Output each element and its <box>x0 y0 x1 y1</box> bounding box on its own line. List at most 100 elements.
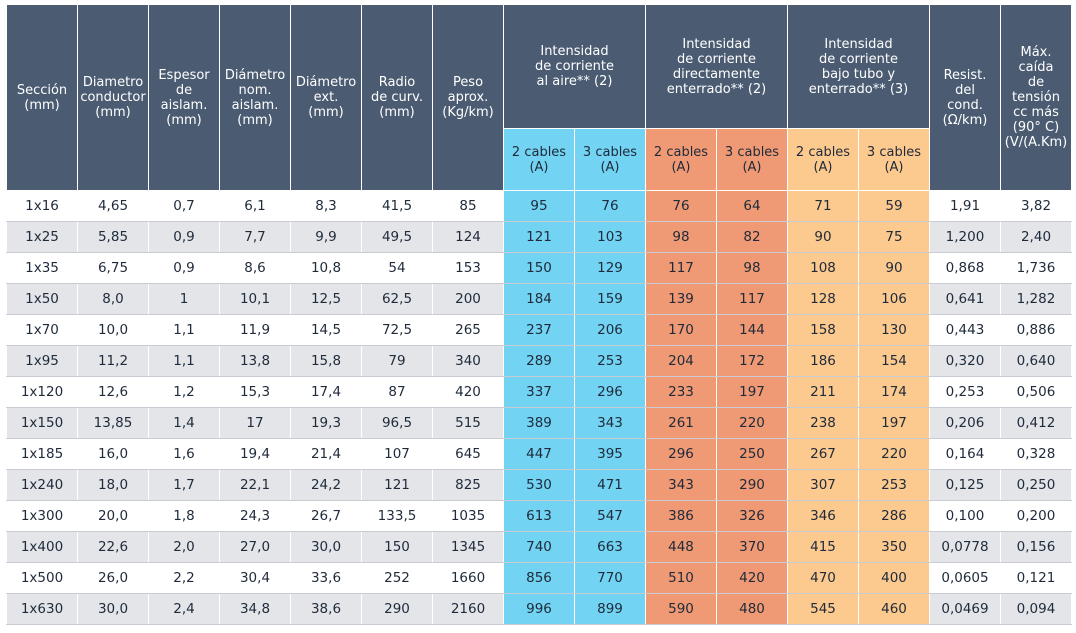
cell-enterrado-3: 480 <box>716 593 788 625</box>
cell-aire-2: 121 <box>503 221 575 253</box>
cell-enterrado-3: 420 <box>716 562 788 594</box>
cell-tubo-3: 130 <box>858 314 930 346</box>
cell-diametro-nom: 34,8 <box>219 593 291 625</box>
cell-radio: 49,5 <box>361 221 433 253</box>
cell-diametro-conductor: 6,75 <box>77 252 149 284</box>
cell-resist: 0,443 <box>929 314 1001 346</box>
cell-radio: 41,5 <box>361 190 433 222</box>
cell-enterrado-3: 220 <box>716 407 788 439</box>
subheader-tubo-2-cables: 2 cables (A) <box>787 128 859 191</box>
cell-espesor: 1,8 <box>148 500 220 532</box>
header-max-caida-tension: Máx. caída de tensión cc más (90° C) (V/… <box>1000 4 1072 191</box>
cell-tubo-3: 220 <box>858 438 930 470</box>
cell-tubo-3: 400 <box>858 562 930 594</box>
cell-radio: 252 <box>361 562 433 594</box>
cell-diametro-ext: 14,5 <box>290 314 362 346</box>
cell-seccion: 1x500 <box>6 562 78 594</box>
cell-resist: 0,0778 <box>929 531 1001 563</box>
cell-resist: 1,200 <box>929 221 1001 253</box>
cell-diametro-nom: 10,1 <box>219 283 291 315</box>
cell-tubo-3: 59 <box>858 190 930 222</box>
cell-tubo-2: 158 <box>787 314 859 346</box>
cell-enterrado-2: 170 <box>645 314 717 346</box>
cell-seccion: 1x300 <box>6 500 78 532</box>
cell-enterrado-3: 82 <box>716 221 788 253</box>
cell-peso: 645 <box>432 438 504 470</box>
cell-aire-3: 663 <box>574 531 646 563</box>
cell-diametro-ext: 26,7 <box>290 500 362 532</box>
cell-espesor: 0,9 <box>148 221 220 253</box>
cell-resist: 0,641 <box>929 283 1001 315</box>
cell-radio: 62,5 <box>361 283 433 315</box>
cell-diametro-nom: 19,4 <box>219 438 291 470</box>
cell-max-caida: 0,250 <box>1000 469 1072 501</box>
cell-enterrado-3: 197 <box>716 376 788 408</box>
cell-peso: 340 <box>432 345 504 377</box>
cell-aire-3: 395 <box>574 438 646 470</box>
cell-diametro-ext: 38,6 <box>290 593 362 625</box>
cell-diametro-ext: 8,3 <box>290 190 362 222</box>
cell-radio: 121 <box>361 469 433 501</box>
cell-aire-2: 337 <box>503 376 575 408</box>
header-radio-curvatura: Radio de curv. (mm) <box>361 4 433 191</box>
cell-resist: 0,164 <box>929 438 1001 470</box>
table-body: 1x16 4,65 0,7 6,1 8,3 41,5 85 95 76 76 64 71 59 1,91 3… <box>6 190 1072 625</box>
cell-tubo-3: 90 <box>858 252 930 284</box>
cell-tubo-3: 350 <box>858 531 930 563</box>
cell-resist: 0,253 <box>929 376 1001 408</box>
cell-tubo-3: 106 <box>858 283 930 315</box>
header-resistencia: Resist. del cond. (Ω/km) <box>929 4 1001 191</box>
cell-seccion: 1x240 <box>6 469 78 501</box>
cell-aire-3: 770 <box>574 562 646 594</box>
cell-resist: 0,868 <box>929 252 1001 284</box>
cell-enterrado-2: 590 <box>645 593 717 625</box>
cell-radio: 72,5 <box>361 314 433 346</box>
table-row: 1x35 6,75 0,9 8,6 10,8 54 153 150 129 117 98 108 90 0… <box>6 252 1072 284</box>
table-row: 1x500 26,0 2,2 30,4 33,6 252 1660 856 770 510 420 4… <box>6 562 1072 594</box>
cell-aire-2: 95 <box>503 190 575 222</box>
header-diametro-conductor: Diametro conductor (mm) <box>77 4 149 191</box>
cell-max-caida: 0,640 <box>1000 345 1072 377</box>
table-row: 1x16 4,65 0,7 6,1 8,3 41,5 85 95 76 76 64 71 59 1,91 3… <box>6 190 1072 222</box>
cell-enterrado-2: 233 <box>645 376 717 408</box>
cell-aire-2: 150 <box>503 252 575 284</box>
table-row: 1x120 12,6 1,2 15,3 17,4 87 420 337 296 233 197 211… <box>6 376 1072 408</box>
cell-aire-3: 296 <box>574 376 646 408</box>
cell-radio: 79 <box>361 345 433 377</box>
cell-aire-2: 613 <box>503 500 575 532</box>
cell-enterrado-3: 370 <box>716 531 788 563</box>
cell-radio: 150 <box>361 531 433 563</box>
cell-diametro-conductor: 12,6 <box>77 376 149 408</box>
cell-enterrado-2: 98 <box>645 221 717 253</box>
table-row: 1x185 16,0 1,6 19,4 21,4 107 645 447 395 296 250 26… <box>6 438 1072 470</box>
cell-diametro-ext: 19,3 <box>290 407 362 439</box>
cell-aire-3: 547 <box>574 500 646 532</box>
cell-diametro-ext: 17,4 <box>290 376 362 408</box>
cell-diametro-conductor: 13,85 <box>77 407 149 439</box>
cell-tubo-2: 108 <box>787 252 859 284</box>
cell-espesor: 2,4 <box>148 593 220 625</box>
cell-enterrado-3: 290 <box>716 469 788 501</box>
cell-aire-3: 343 <box>574 407 646 439</box>
cell-peso: 420 <box>432 376 504 408</box>
table-row: 1x50 8,0 1 10,1 12,5 62,5 200 184 159 139 117 128 10… <box>6 283 1072 315</box>
cell-aire-3: 129 <box>574 252 646 284</box>
cell-diametro-nom: 15,3 <box>219 376 291 408</box>
cell-enterrado-3: 250 <box>716 438 788 470</box>
cell-enterrado-2: 510 <box>645 562 717 594</box>
cell-aire-3: 206 <box>574 314 646 346</box>
cell-peso: 124 <box>432 221 504 253</box>
cell-tubo-3: 253 <box>858 469 930 501</box>
table-row: 1x25 5,85 0,9 7,7 9,9 49,5 124 121 103 98 82 90 75 1,… <box>6 221 1072 253</box>
header-seccion: Sección (mm) <box>6 4 78 191</box>
cell-diametro-nom: 30,4 <box>219 562 291 594</box>
cell-peso: 85 <box>432 190 504 222</box>
cell-espesor: 1,1 <box>148 314 220 346</box>
cell-tubo-2: 71 <box>787 190 859 222</box>
cell-enterrado-2: 261 <box>645 407 717 439</box>
header-peso: Peso aprox. (Kg/km) <box>432 4 504 191</box>
header-espesor-aislamiento: Espesor de aislam. (mm) <box>148 4 220 191</box>
cell-enterrado-2: 76 <box>645 190 717 222</box>
cell-resist: 0,0605 <box>929 562 1001 594</box>
cell-enterrado-3: 117 <box>716 283 788 315</box>
